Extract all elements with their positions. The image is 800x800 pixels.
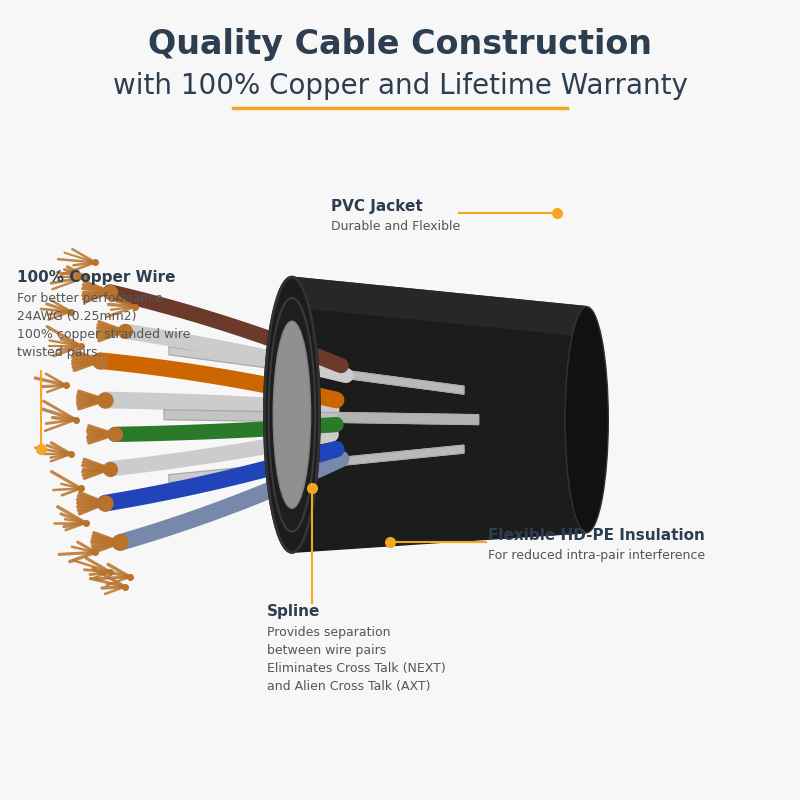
Ellipse shape bbox=[271, 311, 313, 518]
Ellipse shape bbox=[264, 277, 319, 552]
Polygon shape bbox=[169, 446, 464, 482]
Text: For reduced intra-pair interference: For reduced intra-pair interference bbox=[489, 550, 706, 562]
Ellipse shape bbox=[269, 298, 315, 532]
Polygon shape bbox=[169, 347, 464, 394]
Ellipse shape bbox=[565, 306, 608, 533]
Polygon shape bbox=[164, 410, 478, 425]
Text: Quality Cable Construction: Quality Cable Construction bbox=[148, 28, 652, 61]
Text: Provides separation
between wire pairs
Eliminates Cross Talk (NEXT)
and Alien Cr: Provides separation between wire pairs E… bbox=[267, 626, 446, 693]
Ellipse shape bbox=[274, 321, 310, 508]
Ellipse shape bbox=[267, 291, 317, 538]
Polygon shape bbox=[292, 277, 586, 552]
Text: Flexible HD-PE Insulation: Flexible HD-PE Insulation bbox=[489, 528, 706, 542]
Text: Durable and Flexible: Durable and Flexible bbox=[331, 220, 461, 233]
Ellipse shape bbox=[264, 277, 319, 552]
Text: 100% Copper Wire: 100% Copper Wire bbox=[17, 270, 175, 286]
Text: PVC Jacket: PVC Jacket bbox=[331, 198, 423, 214]
Text: For better performance
24AWG (0.25mm2)
100% copper stranded wire
twisted pairs.: For better performance 24AWG (0.25mm2) 1… bbox=[17, 292, 190, 359]
Text: Spline: Spline bbox=[267, 604, 321, 619]
Text: with 100% Copper and Lifetime Warranty: with 100% Copper and Lifetime Warranty bbox=[113, 71, 687, 99]
Polygon shape bbox=[292, 277, 586, 336]
